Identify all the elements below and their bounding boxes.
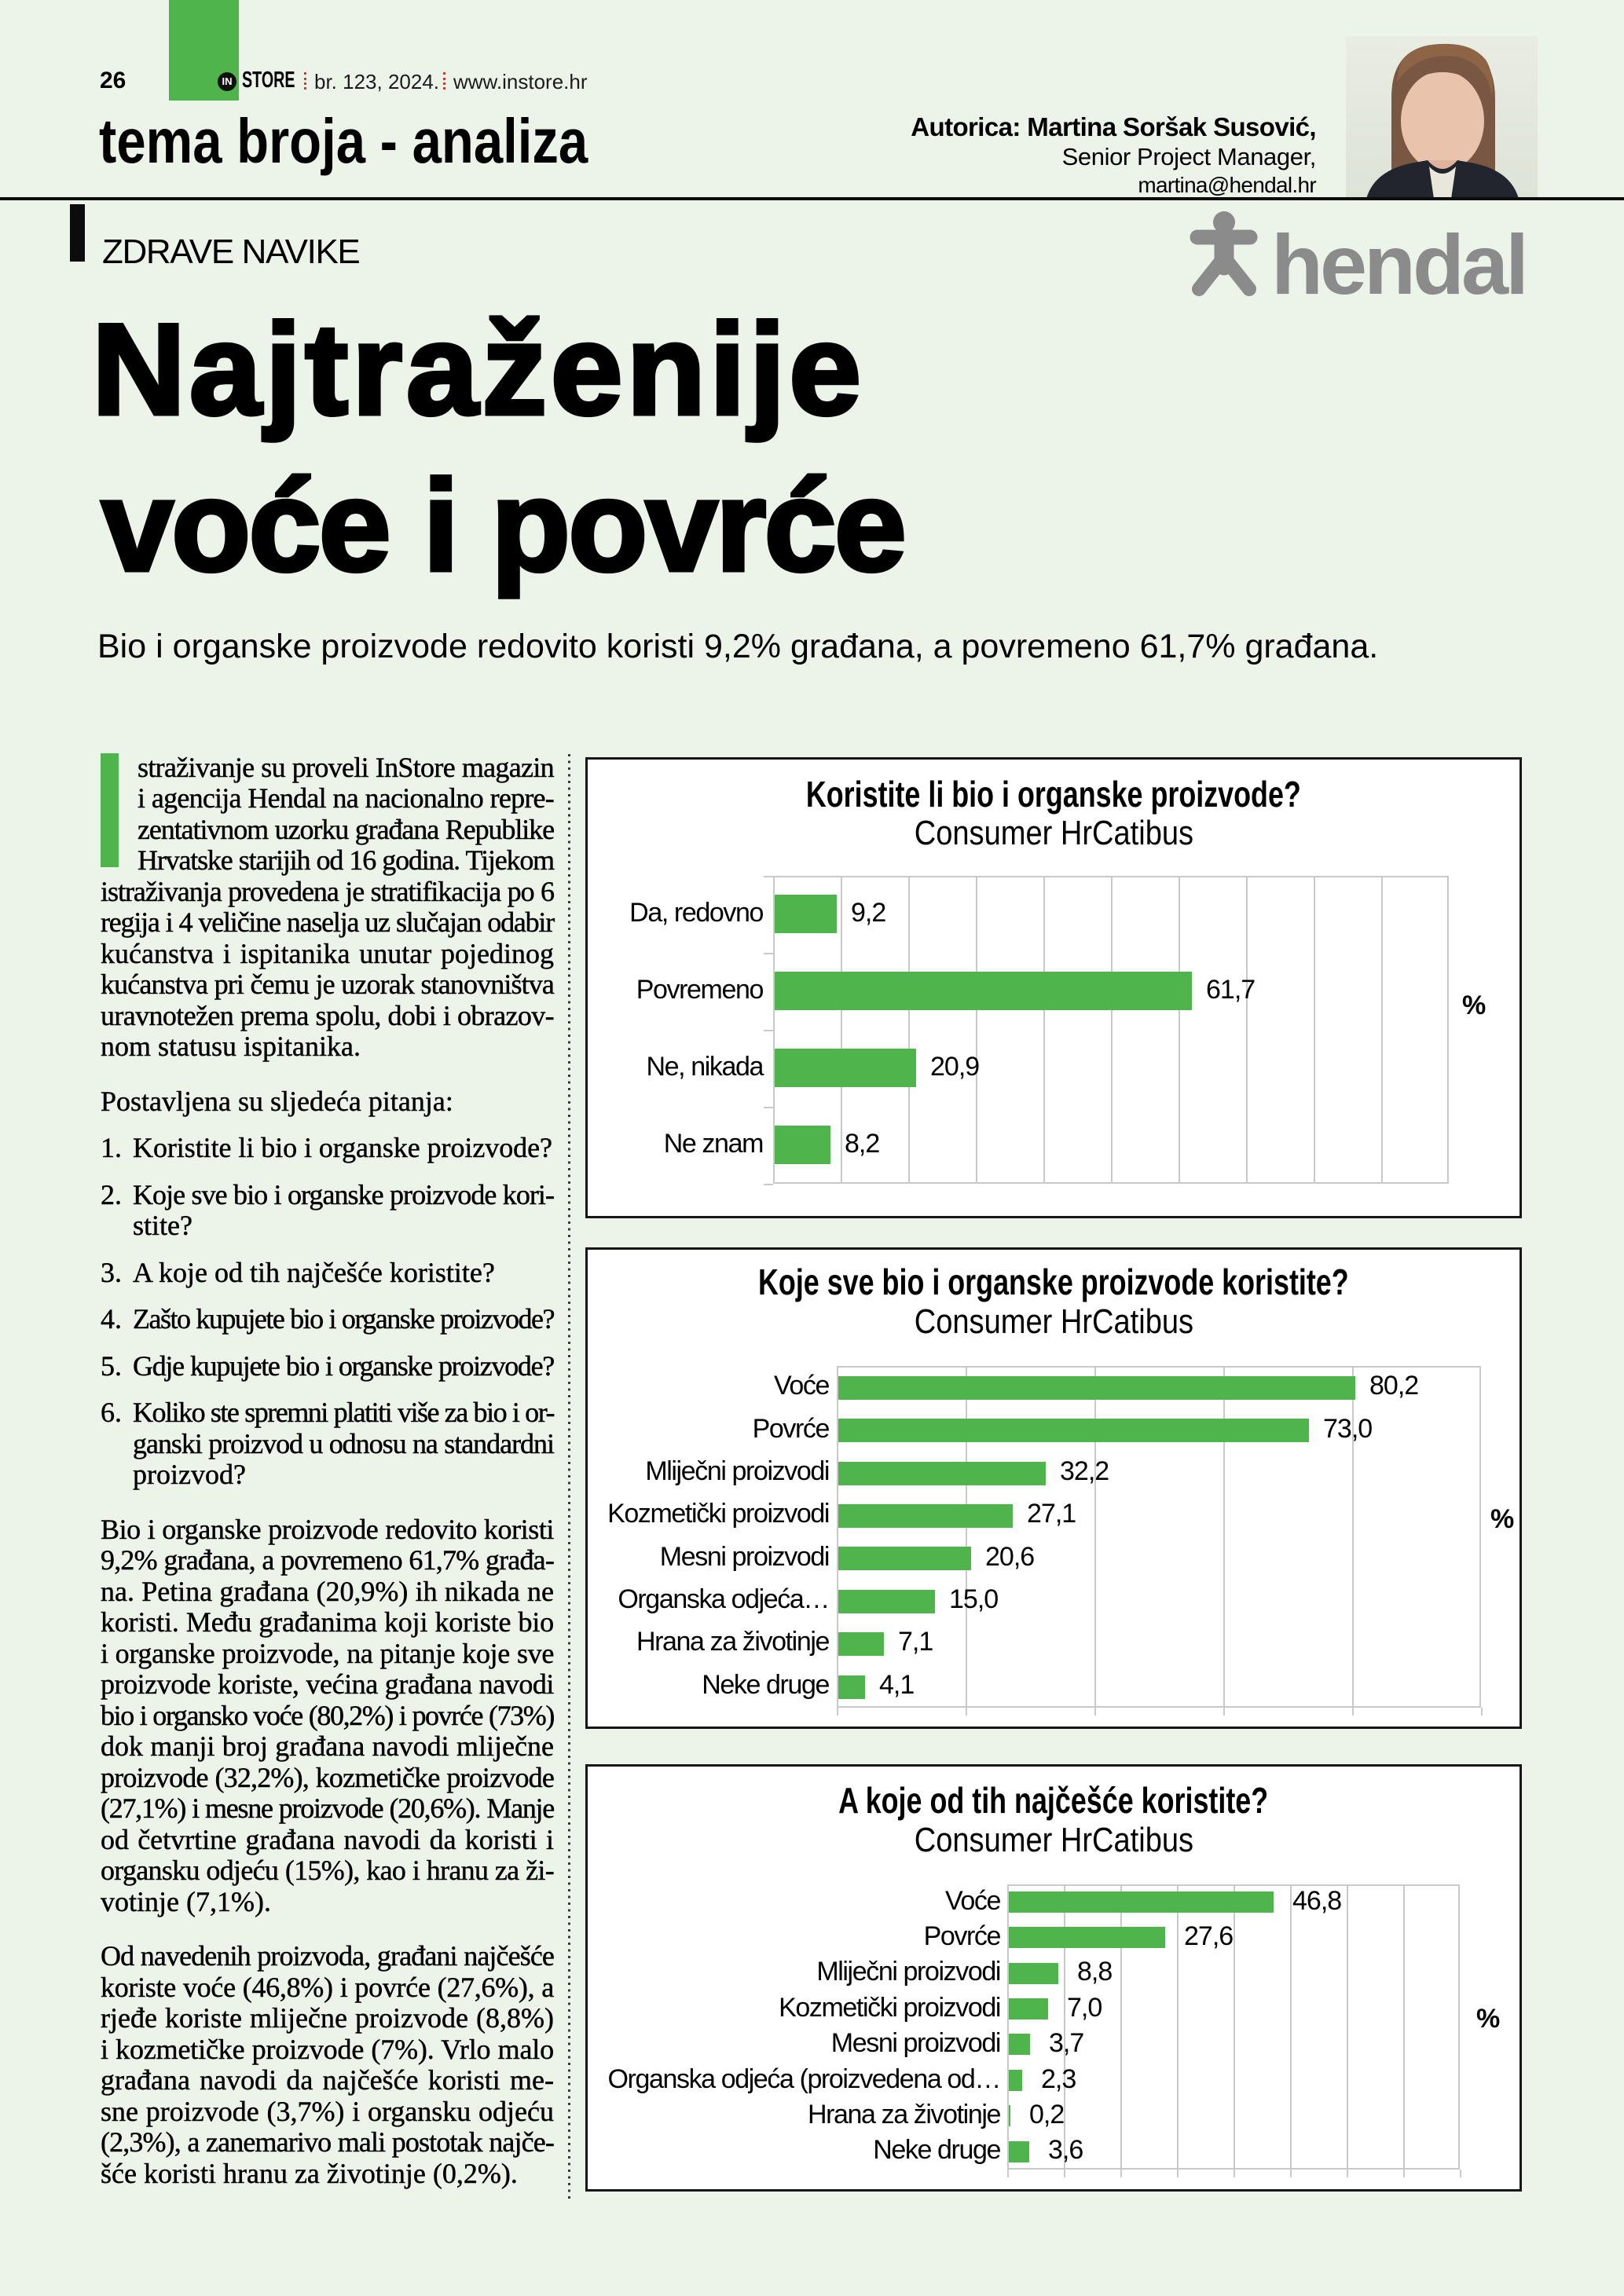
svg-text:hendal: hendal [1271, 217, 1526, 301]
